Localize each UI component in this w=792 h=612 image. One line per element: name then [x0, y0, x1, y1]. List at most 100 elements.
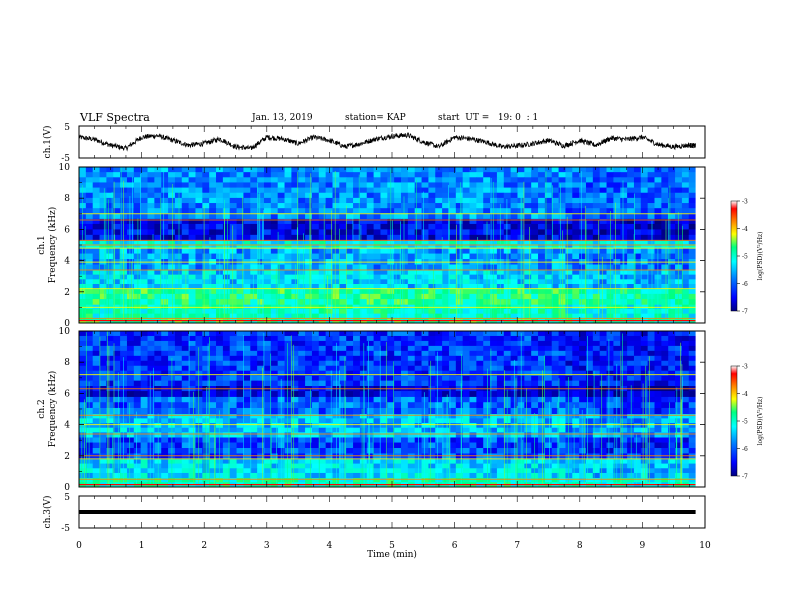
- spectrogram-cell: [455, 213, 464, 219]
- spectrogram-cell: [188, 234, 196, 241]
- spectrogram-cell: [92, 477, 100, 483]
- spectrogram-cell: [544, 453, 553, 460]
- spectrogram-cell: [99, 313, 107, 319]
- spectrogram-cell: [85, 308, 94, 315]
- spectrogram-cell: [668, 407, 676, 415]
- spectrogram-cell: [263, 463, 272, 469]
- spectrogram-cell: [332, 477, 340, 483]
- spectrogram-cell: [524, 208, 532, 214]
- spectrogram-cell: [229, 308, 237, 315]
- spectrogram-cell: [640, 463, 649, 469]
- spectrogram-cell: [627, 177, 635, 183]
- spectrogram-cell: [435, 396, 443, 403]
- spectrogram-cell: [661, 172, 669, 178]
- spectrogram-cell: [236, 463, 244, 469]
- spectrogram-cell: [106, 182, 114, 188]
- spectrogram-cell: [154, 274, 162, 280]
- spectrogram-cell: [421, 248, 429, 254]
- spectrogram-cell: [92, 234, 100, 241]
- spectrogram-cell: [613, 203, 621, 209]
- spectrogram-cell: [483, 187, 491, 194]
- spectrogram-cell: [401, 304, 409, 310]
- spectrogram-cell: [490, 396, 498, 403]
- spectrogram-cell: [79, 477, 87, 483]
- spectrogram-cell: [311, 269, 320, 276]
- spectrogram-cell: [209, 223, 217, 230]
- spectrogram-cell: [168, 172, 176, 178]
- spectrogram-cell: [126, 432, 135, 438]
- spectrogram-cell: [462, 234, 470, 241]
- spectrogram-cell: [585, 448, 594, 454]
- spectrogram-cell: [332, 248, 340, 254]
- spectrogram-cell: [298, 391, 306, 397]
- spectrogram-cell: [613, 293, 621, 300]
- spectrogram-cell: [346, 253, 354, 260]
- spectrogram-cell: [298, 203, 306, 209]
- spectrogram-cell: [565, 299, 573, 305]
- spectrogram-cell: [675, 293, 683, 300]
- spectrogram-cell: [551, 396, 559, 403]
- spectrogram-cell: [140, 427, 148, 433]
- spectrogram-cell: [373, 318, 381, 322]
- spectrogram-cell: [92, 223, 100, 230]
- spectrogram-cell: [435, 213, 443, 219]
- spectrogram-cell: [373, 423, 381, 429]
- spectrogram-cell: [311, 244, 320, 249]
- spectrogram-cell: [332, 427, 340, 433]
- spectrogram-cell: [565, 413, 573, 419]
- spectrogram-cell: [353, 187, 361, 194]
- spectrogram-cell: [613, 264, 621, 271]
- spectrogram-cell: [188, 448, 196, 454]
- spectrogram-cell: [558, 229, 566, 236]
- spectrogram-cell: [675, 167, 683, 173]
- spectrogram-cell: [236, 279, 244, 285]
- spectrogram-cell: [168, 229, 176, 236]
- spectrogram-cell: [270, 182, 279, 188]
- spectrogram-cell: [558, 284, 566, 290]
- spectrogram-cell: [558, 253, 566, 260]
- spectrogram-cell: [428, 248, 436, 254]
- spectrogram-cell: [120, 335, 128, 342]
- spectrogram-cell: [668, 293, 676, 300]
- spectrogram-cell: [524, 418, 532, 424]
- spectrogram-cell: [209, 442, 217, 449]
- spectrogram-cell: [236, 274, 244, 280]
- spectrogram-cell: [675, 442, 683, 449]
- spectrogram-cell: [565, 402, 573, 409]
- spectrogram-cell: [448, 402, 457, 409]
- spectrogram-cell: [161, 313, 169, 319]
- spectrogram-cell: [133, 223, 142, 230]
- spectrogram-cell: [455, 472, 464, 479]
- spectrogram-cell: [257, 477, 265, 483]
- spectrogram-cell: [168, 313, 176, 319]
- spectrogram-cell: [174, 313, 183, 319]
- spectrogram-cell: [380, 423, 388, 429]
- spectrogram-cell: [332, 240, 340, 245]
- spectrogram-cell: [291, 418, 299, 424]
- spectrogram-cell: [85, 203, 94, 209]
- spectrogram-cell: [79, 172, 87, 178]
- spectrogram-cell: [647, 463, 655, 469]
- spectrogram-cell: [325, 413, 333, 419]
- spectrogram-cell: [202, 274, 210, 280]
- spectrogram-cell: [380, 208, 388, 214]
- spectrogram-cell: [414, 284, 422, 290]
- spectrogram-cell: [147, 197, 155, 204]
- spectrogram-cell: [133, 335, 142, 342]
- spectrogram-cell: [346, 437, 354, 443]
- spectrogram-cell: [113, 453, 121, 460]
- spectrogram-cell: [496, 463, 505, 469]
- spectrogram-cell: [106, 442, 114, 449]
- spectrogram-cell: [380, 187, 388, 194]
- spectrogram-cell: [606, 458, 614, 464]
- spectrogram-cell: [298, 274, 306, 280]
- spectrogram-cell: [599, 477, 607, 483]
- spectrogram-cell: [538, 288, 546, 295]
- spectrogram-cell: [469, 197, 477, 204]
- spectrogram-cell: [544, 264, 553, 271]
- spectrogram-cell: [126, 427, 135, 433]
- spectrogram-cell: [277, 253, 285, 260]
- spectrogram-cell: [647, 269, 655, 276]
- spectrogram-cell: [229, 253, 237, 260]
- spectrogram-cell: [359, 167, 368, 173]
